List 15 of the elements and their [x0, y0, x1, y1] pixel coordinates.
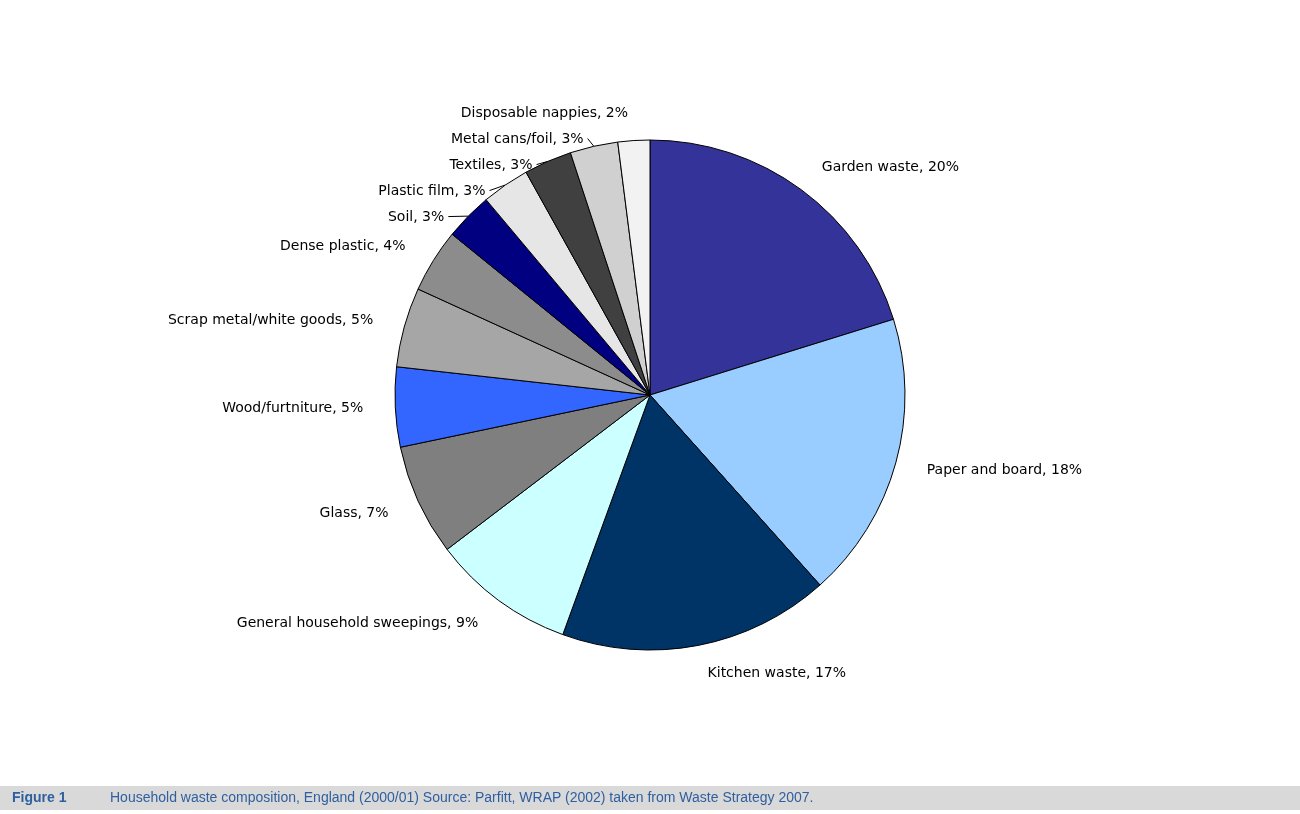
slice-label: Metal cans/foil, 3% [451, 129, 584, 146]
slice-label: Scrap metal/white goods, 5% [167, 310, 374, 327]
slice-label: Paper and board, 18% [926, 461, 1083, 478]
text: Household waste composition, England (2000/01) Source: Parfitt, WRAP (2002) taken from Waste Strategy 2007. [110, 789, 814, 805]
slice-label: Textiles, 3% [448, 155, 533, 172]
slice-label: Soil, 3% [387, 207, 445, 224]
slice-label: General household sweepings, 9% [236, 613, 479, 630]
slice-label: Dense plastic, 4% [280, 236, 406, 253]
slice-label: Glass, 7% [319, 503, 389, 520]
slice-label: Garden waste, 20% [821, 158, 960, 175]
slice-label: Kitchen waste, 17% [707, 663, 847, 680]
slice-label: Plastic film, 3% [378, 181, 486, 198]
slice-label: Disposable nappies, 2% [460, 103, 629, 120]
text: Figure 1 [12, 789, 67, 805]
slice-label: Wood/furtniture, 5% [222, 399, 364, 416]
